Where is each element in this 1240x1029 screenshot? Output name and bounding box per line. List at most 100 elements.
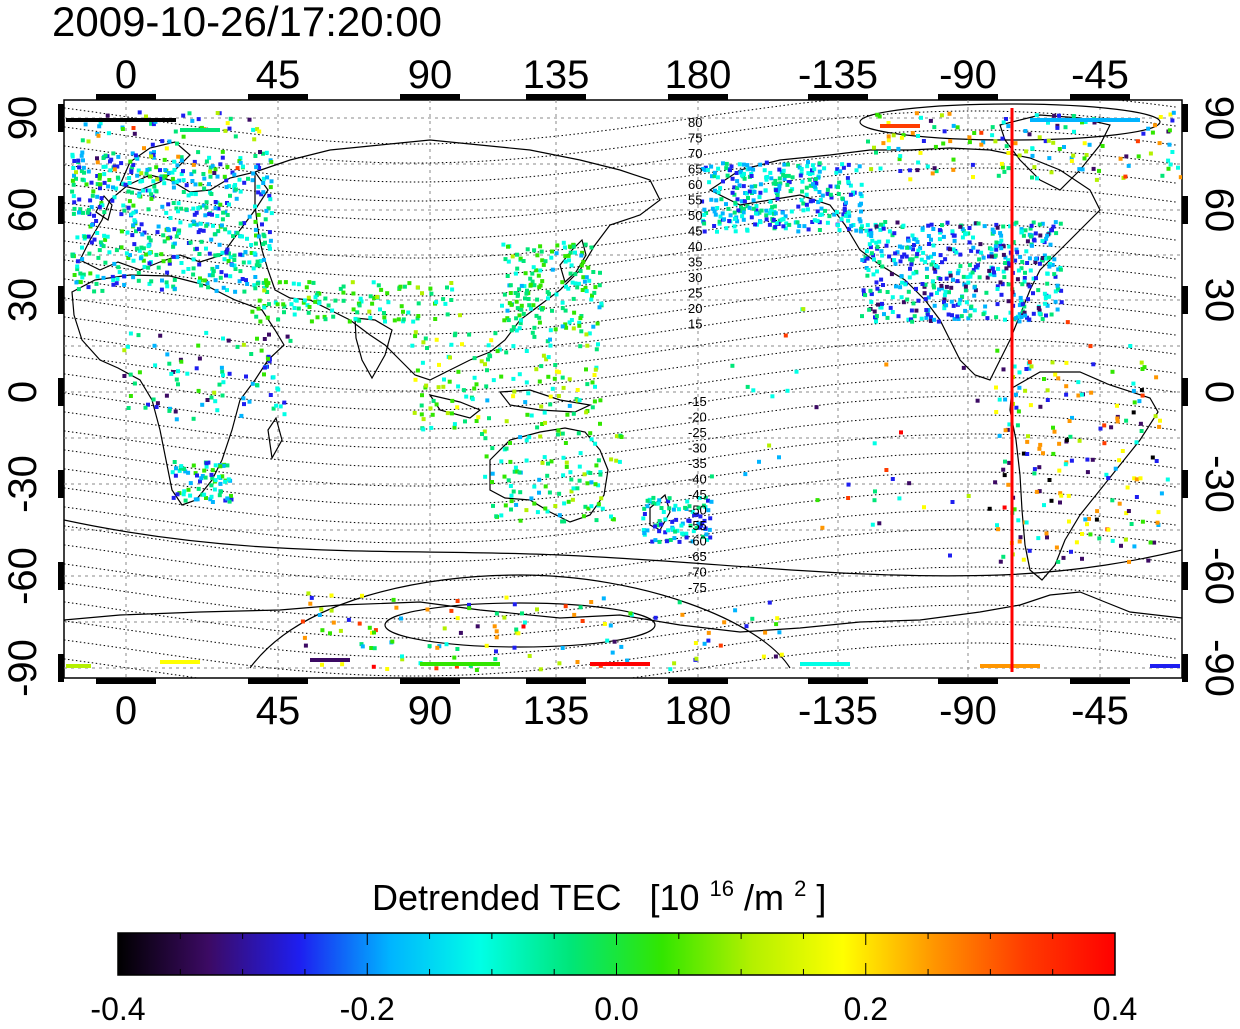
tec-speck: [170, 470, 175, 475]
tec-speck: [781, 172, 786, 177]
tick-bottom: [938, 678, 998, 684]
tec-speck: [315, 315, 320, 320]
tec-speck: [490, 471, 495, 476]
tec-dash: [1030, 118, 1140, 122]
tec-speck: [256, 184, 261, 189]
tec-speck: [959, 314, 964, 319]
tec-speck: [880, 253, 885, 258]
tec-speck: [951, 247, 956, 252]
tec-speck: [514, 316, 519, 321]
tec-speck: [508, 484, 513, 488]
tec-speck: [966, 494, 971, 498]
tec-speck: [472, 356, 477, 361]
tec-speck: [747, 189, 752, 194]
tec-speck: [509, 499, 514, 504]
tec-speck: [136, 168, 141, 173]
tec-speck: [449, 608, 454, 613]
tec-speck: [548, 337, 552, 342]
tec-speck: [1026, 434, 1030, 439]
colorbar-tick-label: 0.4: [1093, 991, 1137, 1024]
tec-speck: [837, 180, 842, 185]
tec-speck: [546, 296, 550, 301]
tec-speck: [1017, 539, 1022, 544]
tec-speck: [614, 458, 619, 463]
lon-label-bottom: -135: [798, 689, 878, 733]
lon-label-top: -90: [939, 53, 997, 97]
contour-label: 45: [688, 224, 702, 239]
tec-speck: [557, 491, 562, 496]
tec-speck: [724, 161, 729, 166]
tec-speck: [181, 492, 186, 497]
map-frame: [63, 99, 1183, 679]
tec-speck: [1129, 522, 1134, 526]
tec-speck: [872, 498, 877, 503]
tec-speck: [1049, 498, 1054, 503]
tec-speck: [189, 191, 194, 196]
tec-speck: [434, 402, 439, 407]
tec-speck: [491, 378, 496, 383]
tec-speck: [1040, 256, 1045, 260]
tick-top: [248, 94, 308, 100]
tec-speck: [122, 348, 127, 353]
tec-speck: [1098, 426, 1103, 431]
tec-speck: [758, 162, 763, 167]
tec-speck: [596, 342, 600, 347]
tec-speck: [909, 308, 914, 313]
tec-speck: [1139, 429, 1144, 433]
tec-speck: [194, 210, 199, 215]
tec-speck: [1076, 380, 1081, 385]
tec-speck: [106, 184, 111, 189]
tec-speck: [455, 616, 460, 621]
tec-speck: [884, 468, 889, 472]
tec-speck: [534, 268, 539, 273]
tec-speck: [1044, 531, 1049, 536]
tec-speck: [934, 169, 939, 174]
tec-speck: [225, 121, 230, 126]
tec-speck: [694, 525, 699, 530]
coast-south-america: [1009, 371, 1159, 581]
tec-speck: [1006, 258, 1010, 263]
tec-speck: [101, 275, 106, 280]
tec-speck: [583, 285, 588, 290]
tec-speck: [277, 280, 282, 285]
tec-speck: [128, 159, 133, 164]
tec-speck: [942, 129, 947, 134]
tec-speck: [1148, 151, 1153, 156]
tec-speck: [244, 374, 248, 379]
tec-speck: [449, 342, 454, 347]
tec-speck: [872, 145, 876, 150]
tec-speck: [1148, 540, 1153, 545]
tick-bottom: [400, 678, 460, 684]
tec-speck: [806, 227, 811, 232]
tec-speck: [915, 168, 920, 173]
tec-speck: [801, 208, 806, 213]
tec-speck: [905, 297, 910, 302]
tec-speck: [560, 300, 565, 305]
tec-speck: [492, 624, 497, 629]
tec-speck: [512, 645, 517, 650]
tec-speck: [882, 312, 886, 317]
tec-speck: [972, 285, 977, 290]
tick-top: [96, 94, 156, 100]
tec-speck: [564, 325, 569, 330]
tec-speck: [198, 276, 202, 281]
tec-speck: [191, 162, 196, 167]
tec-speck: [900, 254, 905, 259]
tec-speck: [454, 664, 459, 669]
contour-label: 20: [688, 301, 702, 316]
tec-speck: [870, 238, 875, 243]
tec-speck: [958, 264, 963, 269]
tec-speck: [870, 522, 875, 527]
tec-speck: [580, 250, 585, 255]
tec-speck: [1109, 425, 1114, 430]
tec-speck: [820, 193, 825, 198]
tec-speck: [1124, 511, 1129, 516]
tec-speck: [540, 460, 545, 465]
lat-label-right: 90: [1197, 96, 1240, 141]
tec-speck: [95, 231, 100, 235]
colorbar-ticks: [117, 933, 1116, 975]
tec-speck: [514, 299, 519, 304]
tec-speck: [86, 234, 91, 239]
tec-speck: [213, 478, 218, 483]
tec-speck: [227, 230, 232, 235]
